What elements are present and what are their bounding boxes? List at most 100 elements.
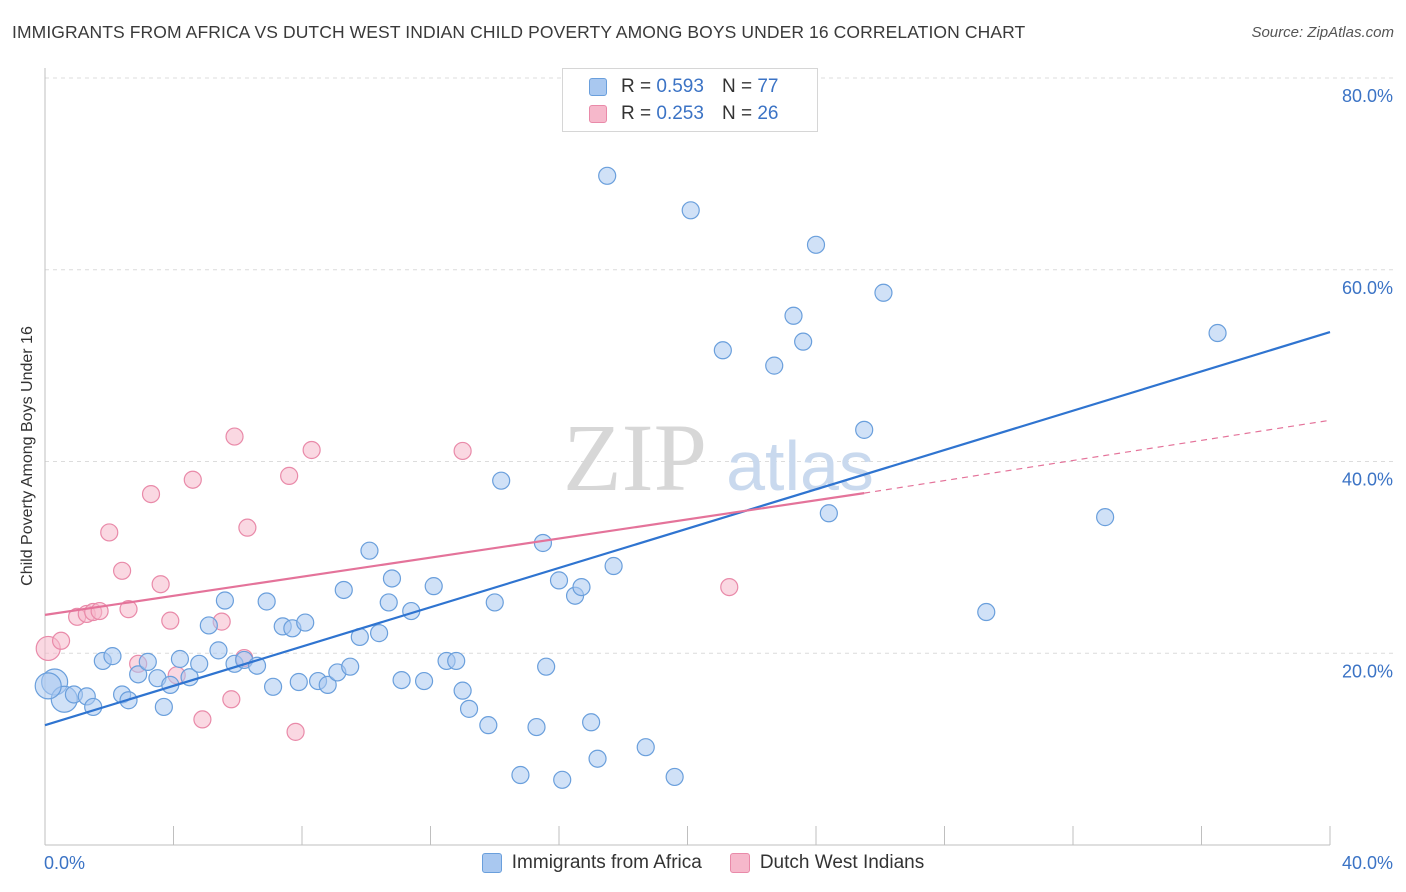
point-immigrants-africa — [263, 677, 283, 696]
correlation-legend: R = 0.593 N = 77 R = 0.253 N = 26 — [562, 68, 818, 132]
trend-extension-dutch-west-indians — [864, 419, 1331, 494]
point-dutch-west-indians — [302, 440, 321, 460]
point-immigrants-africa — [784, 306, 803, 325]
watermark: ZIP atlas — [563, 404, 874, 511]
point-immigrants-africa — [604, 556, 623, 576]
y-tick-label: 40.0% — [1342, 470, 1393, 490]
point-immigrants-africa — [334, 580, 353, 600]
point-immigrants-africa — [414, 671, 434, 691]
point-dutch-west-indians — [222, 690, 241, 709]
point-immigrants-africa — [665, 767, 684, 787]
point-dutch-west-indians — [100, 523, 119, 542]
point-immigrants-africa — [382, 569, 402, 588]
point-immigrants-africa — [257, 592, 276, 611]
legend-item-africa[interactable]: Immigrants from Africa — [481, 852, 702, 874]
point-dutch-west-indians — [286, 722, 305, 741]
legend-swatch-dutch — [589, 105, 607, 123]
legend-n-value-dutch: 26 — [757, 103, 779, 124]
point-dutch-west-indians — [161, 611, 180, 630]
point-immigrants-africa — [392, 670, 411, 690]
point-immigrants-africa — [533, 533, 553, 553]
point-dutch-west-indians — [151, 575, 170, 594]
point-immigrants-africa — [582, 713, 601, 732]
point-immigrants-africa — [209, 641, 228, 660]
y-tick-label: 60.0% — [1342, 278, 1393, 298]
point-dutch-west-indians — [225, 427, 244, 446]
point-dutch-west-indians — [238, 518, 257, 537]
point-immigrants-africa — [794, 332, 813, 351]
point-dutch-west-indians — [141, 484, 161, 504]
axes — [44, 68, 1331, 846]
point-immigrants-africa — [636, 738, 655, 757]
trend-line-dutch-west-indians — [44, 492, 865, 616]
trend-line-immigrants-africa — [44, 331, 1331, 727]
legend-r-label: R = — [621, 76, 652, 97]
point-immigrants-africa — [492, 471, 511, 490]
legend-r-label: R = — [621, 103, 652, 124]
point-immigrants-africa — [318, 675, 337, 694]
point-immigrants-africa — [485, 593, 504, 612]
y-tick-label: 20.0% — [1342, 661, 1393, 681]
point-immigrants-africa — [103, 647, 122, 666]
point-dutch-west-indians — [453, 441, 472, 461]
point-immigrants-africa — [713, 341, 732, 360]
point-immigrants-africa — [527, 717, 546, 737]
point-immigrants-africa — [1096, 508, 1115, 527]
watermark-atlas: atlas — [726, 427, 874, 505]
point-immigrants-africa — [289, 672, 308, 692]
point-immigrants-africa — [129, 665, 148, 684]
point-immigrants-africa — [459, 699, 479, 718]
tick-labels: 20.0% 40.0% 60.0% 80.0% 0.0% 40.0% — [44, 86, 1393, 873]
legend-row-africa: R = 0.593 N = 77 — [589, 75, 778, 99]
legend-swatch-africa — [481, 853, 502, 873]
point-immigrants-africa — [360, 541, 379, 560]
point-dutch-west-indians — [193, 710, 212, 729]
point-immigrants-africa — [341, 657, 360, 676]
legend-swatch-africa — [589, 78, 607, 96]
point-immigrants-africa — [553, 770, 572, 789]
legend-label-dutch: Dutch West Indians — [759, 852, 925, 873]
chart-title: IMMIGRANTS FROM AFRICA VS DUTCH WEST IND… — [12, 22, 1026, 42]
point-dutch-west-indians — [183, 470, 202, 489]
legend-swatch-dutch — [729, 853, 750, 873]
point-immigrants-africa — [424, 577, 443, 596]
legend-row-dutch: R = 0.253 N = 26 — [589, 102, 778, 126]
legend-r-value-dutch: 0.253 — [656, 103, 704, 124]
point-immigrants-africa — [154, 697, 173, 717]
legend-label-africa: Immigrants from Africa — [511, 852, 702, 873]
watermark-zip: ZIP — [563, 404, 707, 511]
point-immigrants-africa — [370, 624, 389, 643]
point-immigrants-africa — [138, 652, 157, 671]
x-tick-label: 40.0% — [1342, 853, 1393, 873]
point-immigrants-africa — [190, 654, 209, 673]
point-immigrants-africa — [549, 571, 569, 590]
point-immigrants-africa — [681, 201, 700, 220]
point-immigrants-africa — [215, 591, 234, 610]
point-immigrants-africa — [34, 672, 62, 700]
point-immigrants-africa — [170, 649, 190, 669]
y-axis-label: Child Poverty Among Boys Under 16 — [19, 326, 36, 586]
point-dutch-west-indians — [280, 466, 299, 485]
point-immigrants-africa — [855, 420, 874, 439]
point-immigrants-africa — [479, 716, 498, 735]
grid-lines — [45, 77, 1395, 654]
series-immigrants-africa-points — [34, 166, 1227, 789]
point-immigrants-africa — [598, 166, 617, 185]
y-tick-label: 80.0% — [1342, 86, 1393, 106]
legend-item-dutch[interactable]: Dutch West Indians — [729, 852, 925, 874]
point-immigrants-africa — [1208, 323, 1227, 343]
point-dutch-west-indians — [51, 631, 71, 650]
point-immigrants-africa — [977, 602, 996, 622]
point-immigrants-africa — [296, 613, 315, 632]
point-immigrants-africa — [537, 657, 556, 676]
point-immigrants-africa — [447, 651, 466, 671]
point-immigrants-africa — [806, 235, 826, 254]
point-immigrants-africa — [765, 356, 784, 375]
chart-source: Source: ZipAtlas.com — [1251, 24, 1394, 41]
legend-n-label: N = — [721, 76, 753, 97]
point-dutch-west-indians — [720, 577, 739, 597]
point-immigrants-africa — [199, 616, 218, 635]
point-dutch-west-indians — [112, 561, 132, 580]
trend-lines — [44, 331, 1331, 727]
